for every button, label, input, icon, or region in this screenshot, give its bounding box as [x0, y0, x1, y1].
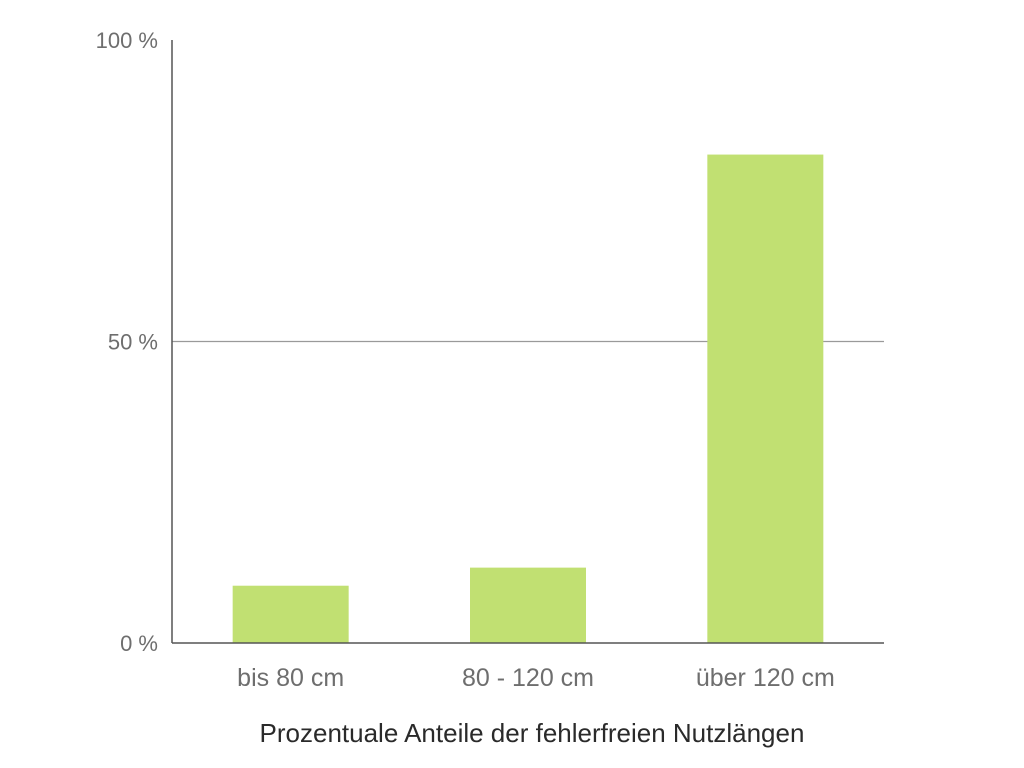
bar-0	[232, 585, 349, 643]
x-category-labels: bis 80 cm 80 - 120 cm über 120 cm	[237, 664, 835, 692]
y-tick-label-2: 100 %	[96, 28, 158, 53]
y-tick-label-1: 50 %	[108, 330, 158, 355]
y-tick-label-0: 0 %	[120, 631, 158, 656]
category-label-0: bis 80 cm	[237, 664, 344, 692]
axes	[171, 40, 884, 644]
bar-1	[470, 567, 586, 643]
category-label-2: über 120 cm	[696, 664, 835, 692]
x-axis-label: Prozentuale Anteile der fehlerfreien Nut…	[260, 718, 805, 748]
bars	[232, 154, 824, 643]
category-label-1: 80 - 120 cm	[462, 664, 594, 692]
y-tick-labels: 0 % 50 % 100 %	[96, 28, 158, 656]
bar-2	[707, 154, 824, 643]
